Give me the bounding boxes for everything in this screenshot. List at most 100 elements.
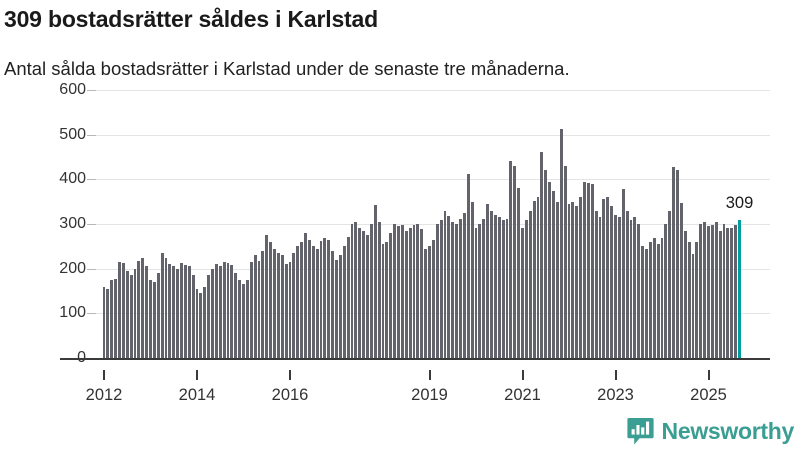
bar [366,235,369,358]
bar [687,241,691,358]
bar [331,250,335,358]
bar [466,173,470,358]
bar [478,224,482,358]
y-axis-tick [87,313,96,315]
bar [273,248,276,358]
bar [598,217,602,358]
bar [362,230,366,358]
y-axis-tick [87,224,96,225]
bar [141,257,145,358]
bar [249,261,253,358]
bar [191,275,195,358]
bar [679,202,683,358]
bar [207,275,211,358]
bar [354,221,358,358]
bar [114,278,118,358]
bar [517,188,521,358]
bar [400,224,404,358]
bar [505,218,509,358]
bar [412,225,416,358]
bar [102,286,106,358]
bar [443,210,447,358]
bar [253,255,257,358]
bar [524,219,528,358]
newsworthy-logo: Newsworthy [626,417,794,446]
page-subtitle: Antal sålda bostadsrätter i Karlstad und… [4,58,570,79]
bar [319,240,323,358]
bar [668,210,672,358]
bar [257,260,261,358]
bar [722,224,726,358]
bar [245,279,249,358]
bar [323,238,327,358]
bar [490,210,493,358]
bar [346,237,350,358]
bar [637,224,641,358]
bar [614,215,617,358]
bar [145,266,149,358]
x-axis-tick [707,370,710,380]
bar [676,170,679,358]
bar [373,205,377,358]
bar [284,264,288,358]
bar [656,244,660,358]
bar [187,266,191,358]
x-axis-tick-label: 2012 [85,386,123,404]
bar [397,226,400,358]
bar [579,197,583,358]
bar [160,253,164,358]
bar [497,217,501,358]
bar [548,181,552,358]
bar [164,257,168,358]
x-axis-tick [289,370,291,380]
bar [304,232,307,358]
gridline [95,134,770,136]
y-axis-tick-label: 0 [0,349,86,367]
bar [625,210,629,358]
gridline [95,179,770,181]
bar [431,239,435,358]
bar [532,200,536,358]
bar [265,235,269,358]
y-axis-tick [87,268,96,270]
y-axis-tick-label: 600 [59,81,86,98]
bar-highlighted [738,219,741,358]
bar [652,238,656,358]
bar [280,255,284,358]
bar [583,181,586,358]
bar [300,241,304,358]
bar [416,224,420,358]
y-axis-tick-label: 300 [59,215,86,232]
bar [315,248,319,358]
bar [559,129,563,358]
x-axis-tick-label: 2014 [178,386,216,404]
bar [230,265,234,358]
bar [710,224,714,358]
bar [156,273,160,358]
bar [726,228,730,358]
bar [563,165,567,358]
bar [110,279,114,358]
x-axis-tick-label: 2023 [597,386,634,404]
x-axis: 2012 2014 2016 2019 2021 2023 2025 [0,370,800,416]
bar [447,215,451,358]
bar [377,221,381,358]
bar [451,221,455,358]
bar [509,161,513,358]
bar [350,224,354,358]
bar [269,241,273,358]
bar [474,228,478,358]
bar [621,189,625,358]
bar [420,229,424,358]
bar [683,230,687,358]
bar [385,241,389,358]
bar [342,246,346,358]
bar [482,218,486,358]
y-axis-tick [87,179,96,181]
bar-series [95,90,770,358]
bar [714,221,718,358]
y-axis-tick-label: 100 [59,304,86,322]
bar [648,241,652,358]
bar [660,238,664,358]
gridline [95,90,770,91]
